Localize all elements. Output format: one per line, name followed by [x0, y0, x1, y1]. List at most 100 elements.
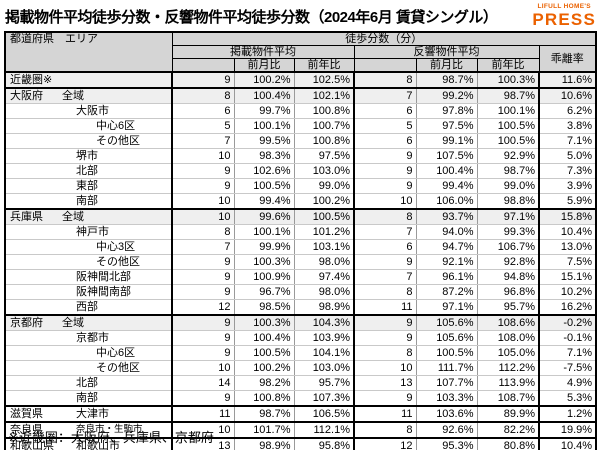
cell-resp: 13 [353, 375, 416, 391]
row-label: 兵庫県 全域 [5, 208, 173, 225]
cell-listed_mom: 99.4% [233, 193, 294, 210]
table-row: 東部 9 100.5% 99.0% 9 99.4% 99.0% 3.9% [5, 178, 597, 194]
area-name: 東部 [76, 180, 98, 192]
logo-lifull-homes-text: LIFULL HOME'S [537, 3, 591, 10]
table-row: 和歌山県 和歌山市 13 98.9% 95.8% 12 95.3% 80.8% 10.4% [5, 437, 597, 450]
table-row: その他区 7 99.5% 100.8% 6 99.1% 100.5% 7.1% [5, 133, 597, 149]
cell-div: 19.9% [538, 421, 597, 439]
cell-resp_mom: 103.3% [415, 390, 477, 407]
row-label: 京都市 [5, 330, 173, 346]
cell-resp_mom: 107.5% [415, 148, 477, 164]
cell-resp_yoy: 89.9% [476, 405, 540, 423]
cell-listed: 7 [171, 239, 234, 255]
cell-listed_mom: 99.9% [233, 239, 294, 255]
area-name: 全域 [62, 90, 84, 102]
cell-listed_mom: 98.2% [233, 375, 294, 391]
cell-listed: 10 [171, 208, 234, 225]
cell-listed_mom: 99.6% [233, 208, 294, 225]
cell-resp_mom: 95.3% [415, 437, 477, 450]
cell-resp_mom: 103.6% [415, 405, 477, 423]
cell-div: 10.4% [538, 224, 597, 240]
table-row: 大阪府 全域 8 100.4% 102.1% 7 99.2% 98.7% 10.6% [5, 87, 597, 104]
cell-resp: 10 [353, 193, 416, 210]
row-label: その他区 [5, 133, 173, 149]
cell-resp: 7 [353, 224, 416, 240]
row-label: 西部 [5, 299, 173, 316]
cell-resp_mom: 111.7% [415, 360, 477, 376]
cell-listed: 14 [171, 375, 234, 391]
cell-listed_yoy: 103.0% [293, 360, 355, 376]
cell-listed_mom: 100.1% [233, 118, 294, 134]
cell-resp: 7 [353, 87, 416, 104]
cell-listed_yoy: 97.4% [293, 269, 355, 285]
cell-resp_mom: 97.5% [415, 118, 477, 134]
row-label: 中心6区 [5, 118, 173, 134]
cell-resp_mom: 99.1% [415, 133, 477, 149]
cell-listed: 9 [171, 314, 234, 331]
cell-div: 13.0% [538, 239, 597, 255]
cell-resp_mom: 105.6% [415, 330, 477, 346]
cell-div: -0.2% [538, 314, 597, 331]
table-row: 大阪市 6 99.7% 100.8% 6 97.8% 100.1% 6.2% [5, 103, 597, 119]
cell-listed_mom: 102.6% [233, 163, 294, 179]
cell-div: 5.3% [538, 390, 597, 407]
prefecture-name: 京都府 [10, 317, 43, 329]
cell-div: 10.6% [538, 87, 597, 104]
cell-listed_mom: 99.7% [233, 103, 294, 119]
cell-resp: 11 [353, 405, 416, 423]
cell-resp: 12 [353, 437, 416, 450]
cell-div: 10.2% [538, 284, 597, 300]
cell-listed: 9 [171, 269, 234, 285]
cell-listed: 10 [171, 148, 234, 164]
cell-resp_yoy: 108.0% [476, 330, 540, 346]
header-walk-minutes-group: 徒歩分数（分） [171, 31, 597, 46]
table-row: 北部 9 102.6% 103.0% 9 100.4% 98.7% 7.3% [5, 163, 597, 179]
row-label: 奈良県 奈良市・生駒市 [5, 421, 173, 439]
cell-listed_yoy: 103.9% [293, 330, 355, 346]
area-name: 奈良市・生駒市 [76, 424, 143, 435]
cell-listed: 9 [171, 254, 234, 270]
logo-press-text: PRESS [532, 10, 596, 29]
header-pref-area: 都道府県 エリア [4, 31, 173, 73]
cell-resp_mom: 100.5% [415, 345, 477, 361]
cell-resp_mom: 93.7% [415, 208, 477, 225]
table-row: 中心3区 7 99.9% 103.1% 6 94.7% 106.7% 13.0% [5, 239, 597, 255]
cell-listed_yoy: 98.0% [293, 254, 355, 270]
table-row: その他区 9 100.3% 98.0% 9 92.1% 92.8% 7.5% [5, 254, 597, 270]
cell-resp_yoy: 98.8% [476, 193, 540, 210]
cell-resp: 8 [353, 421, 416, 439]
table-row: 南部 9 100.8% 107.3% 9 103.3% 108.7% 5.3% [5, 390, 597, 407]
area-name: 和歌山市 [76, 440, 120, 450]
table-row: 奈良県 奈良市・生駒市 10 101.7% 112.1% 8 92.6% 82.2% 19.9% [5, 421, 597, 439]
cell-resp_yoy: 106.7% [476, 239, 540, 255]
cell-resp_mom: 98.7% [415, 71, 477, 89]
cell-resp: 8 [353, 71, 416, 89]
cell-listed_yoy: 103.0% [293, 163, 355, 179]
cell-div: 15.1% [538, 269, 597, 285]
cell-listed_mom: 100.4% [233, 87, 294, 104]
cell-div: 15.8% [538, 208, 597, 225]
cell-resp_yoy: 108.7% [476, 390, 540, 407]
area-name: 堺市 [76, 150, 98, 162]
cell-listed_mom: 98.3% [233, 148, 294, 164]
table-row: 北部 14 98.2% 95.7% 13 107.7% 113.9% 4.9% [5, 375, 597, 391]
cell-listed: 9 [171, 178, 234, 194]
cell-resp_yoy: 96.8% [476, 284, 540, 300]
header-divergence-rate: 乖離率 [538, 45, 597, 73]
cell-div: 4.9% [538, 375, 597, 391]
cell-resp: 10 [353, 360, 416, 376]
cell-resp_yoy: 95.7% [476, 299, 540, 316]
cell-listed: 12 [171, 299, 234, 316]
cell-listed_yoy: 101.2% [293, 224, 355, 240]
area-name: 北部 [76, 165, 98, 177]
table-row: 京都府 全域 9 100.3% 104.3% 9 105.6% 108.6% -0.2% [5, 314, 597, 331]
cell-resp_yoy: 113.9% [476, 375, 540, 391]
cell-resp_mom: 106.0% [415, 193, 477, 210]
cell-resp: 9 [353, 178, 416, 194]
table-row: 京都市 9 100.4% 103.9% 9 105.6% 108.0% -0.1% [5, 330, 597, 346]
cell-div: -0.1% [538, 330, 597, 346]
cell-resp: 8 [353, 345, 416, 361]
row-label: 阪神間南部 [5, 284, 173, 300]
header-response-value-spacer [353, 58, 417, 73]
cell-div: 10.4% [538, 437, 597, 450]
